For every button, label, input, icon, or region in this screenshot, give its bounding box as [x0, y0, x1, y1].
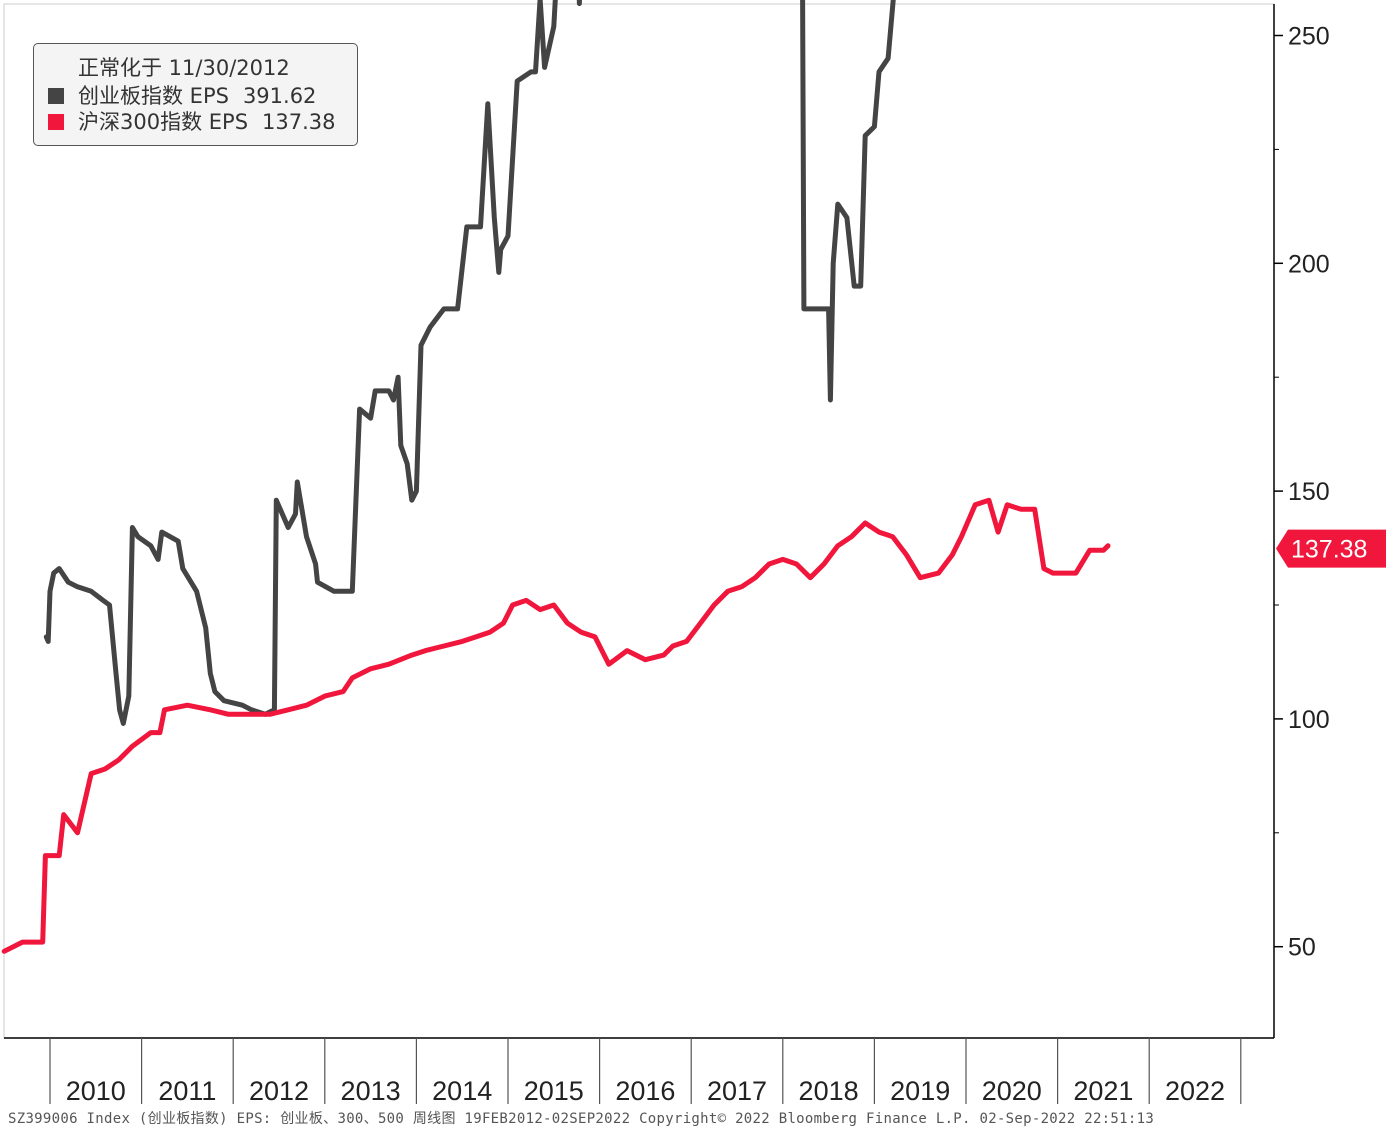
x-tick-label-2019: 2019 [890, 1076, 950, 1106]
x-axis: 2010 2011 2012 2013 2014 2015 2016 2017 2018 2019… [4, 1037, 1274, 1106]
x-tick-label-2022: 2022 [1165, 1076, 1225, 1106]
chart-frame [3, 3, 1275, 1039]
x-tick-label-2017: 2017 [707, 1076, 767, 1106]
y-tick-label-50: 50 [1288, 934, 1316, 962]
legend-value-chinext: 391.62 [242, 84, 317, 108]
legend-header: 正常化于 11/30/2012 [78, 56, 290, 80]
x-tick-label-2012: 2012 [249, 1076, 309, 1106]
legend-item-csi300: 沪深300指数 EPS 137.38 [48, 110, 336, 134]
legend-label-csi300: 沪深300指数 EPS [78, 110, 249, 134]
x-tick-label-2018: 2018 [799, 1076, 859, 1106]
last-value-label-csi300: 137.38 [1291, 536, 1367, 564]
x-tick-label-2013: 2013 [341, 1076, 401, 1106]
y-tick-label-250: 250 [1288, 23, 1330, 51]
series-layer [1, 0, 1111, 954]
legend-swatch-chinext [48, 88, 64, 104]
legend: 正常化于 11/30/2012 创业板指数 EPS 391.62 沪深300指数 … [33, 43, 358, 146]
x-tick-label-2015: 2015 [524, 1076, 584, 1106]
legend-swatch-csi300 [48, 114, 64, 130]
legend-item-chinext: 创业板指数 EPS 391.62 [48, 84, 316, 108]
last-value-tag-csi300 [1276, 529, 1386, 568]
y-tick-label-100: 100 [1288, 706, 1330, 734]
x-tick-label-2021: 2021 [1073, 1076, 1133, 1106]
y-tick-label-150: 150 [1288, 478, 1330, 506]
y-tick-label-200: 200 [1288, 250, 1330, 278]
legend-value-csi300: 137.38 [262, 110, 336, 134]
series-line-csi300 [1, 497, 1111, 954]
x-tick-label-2010: 2010 [66, 1076, 126, 1106]
chart-footer: SZ399006 Index (创业板指数) EPS: 创业板、300、500 … [8, 1111, 1155, 1127]
series-line-chinext [43, 0, 896, 726]
legend-label-chinext: 创业板指数 EPS [78, 84, 229, 108]
x-tick-label-2016: 2016 [615, 1076, 675, 1106]
last-value-tags: 391.62137.38 [1276, 529, 1386, 568]
y-axis: 50100150200250300350400450 [1273, 4, 1330, 1038]
x-tick-label-2020: 2020 [982, 1076, 1042, 1106]
x-tick-label-2011: 2011 [158, 1076, 216, 1106]
x-tick-label-2014: 2014 [432, 1076, 492, 1106]
